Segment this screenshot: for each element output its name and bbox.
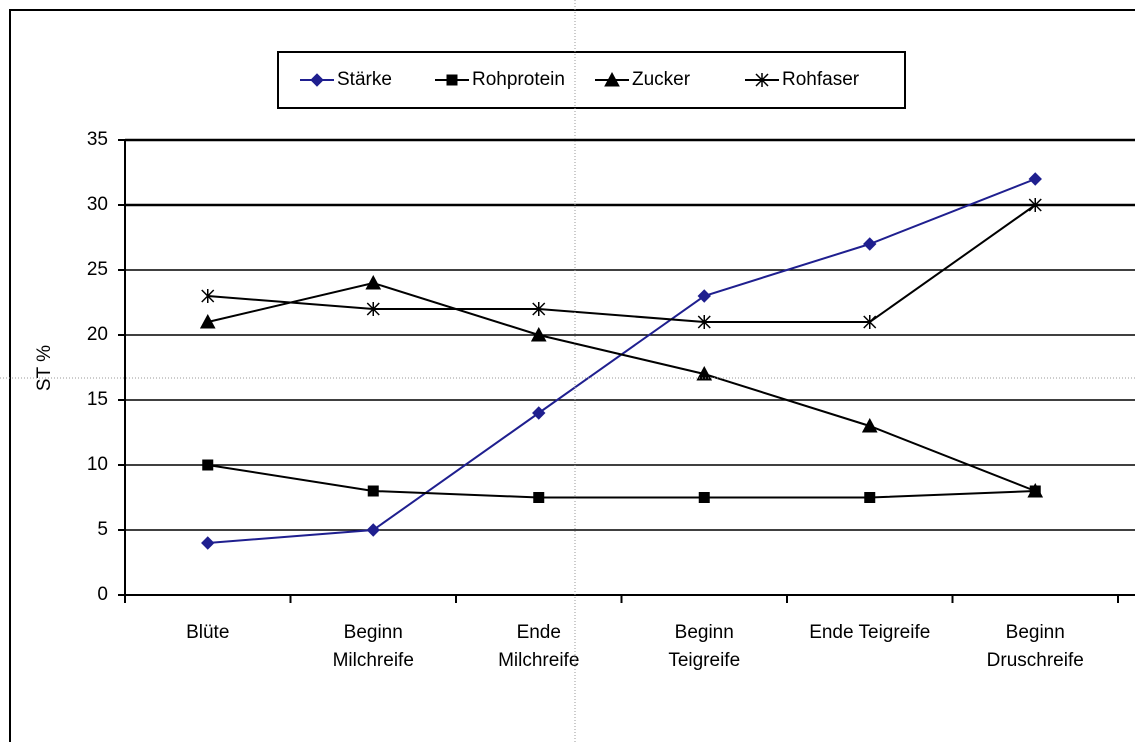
- marker: [1027, 482, 1044, 498]
- x-tick-label-line: Druschreife: [987, 650, 1084, 671]
- x-tick-label: Beginn Teigreife: [668, 622, 740, 671]
- marker: [604, 71, 620, 87]
- marker: [199, 313, 216, 329]
- legend-label: Rohprotein: [472, 69, 565, 90]
- marker: [532, 406, 546, 420]
- legend-label: Zucker: [632, 69, 691, 90]
- marker: [863, 237, 877, 251]
- series-line: [207, 178, 1036, 544]
- series-line: [207, 281, 1036, 492]
- x-tick-label: Beginn Milchreife: [333, 622, 414, 671]
- marker: [1028, 198, 1042, 212]
- x-tick-label: Blüte: [186, 622, 229, 643]
- marker: [697, 289, 711, 303]
- x-tick-label: Ende Teigreife: [809, 622, 930, 643]
- marker: [530, 326, 547, 342]
- series-line: [207, 204, 1036, 323]
- y-tick-label: 5: [97, 519, 108, 540]
- marker: [755, 73, 769, 87]
- x-tick-label-line: Ende Teigreife: [809, 622, 930, 643]
- y-axis-label: ST %: [34, 345, 55, 391]
- marker: [698, 492, 710, 503]
- x-tick-label-line: Blüte: [186, 622, 229, 643]
- y-tick-label: 25: [87, 259, 108, 280]
- plot-area: 0 5 10 15 20 25 30 35 Blüte Beginn Milchreife Ende M…: [87, 129, 1135, 671]
- x-tick-label: Beginn Druschreife: [987, 622, 1084, 671]
- marker: [310, 73, 324, 87]
- marker: [201, 289, 215, 303]
- y-tick-label: 35: [87, 129, 108, 150]
- marker: [864, 492, 876, 503]
- marker: [366, 523, 380, 537]
- marker: [697, 315, 711, 329]
- legend-box: [277, 51, 906, 109]
- chart-border: [9, 9, 1135, 742]
- y-tick-label: 30: [87, 194, 108, 215]
- marker: [446, 74, 458, 86]
- marker: [696, 365, 713, 381]
- legend-label: Stärke: [337, 69, 392, 90]
- x-tick-label-line: Beginn: [344, 622, 403, 643]
- marker: [201, 536, 215, 550]
- x-tick-label-line: Milchreife: [333, 650, 414, 671]
- x-tick-label-line: Ende: [517, 622, 561, 643]
- legend-label: Rohfaser: [782, 69, 860, 90]
- y-tick-label: 10: [87, 454, 108, 475]
- marker: [365, 274, 382, 290]
- marker: [533, 492, 545, 503]
- x-tick-label-line: Milchreife: [498, 650, 579, 671]
- marker: [366, 302, 380, 316]
- marker: [367, 485, 379, 497]
- marker: [1028, 172, 1042, 186]
- y-tick-label: 0: [97, 584, 108, 605]
- marker: [532, 302, 546, 316]
- x-tick-label-line: Teigreife: [668, 650, 740, 671]
- x-tick-label: Ende Milchreife: [498, 622, 579, 671]
- x-tick-label-line: Beginn: [1006, 622, 1065, 643]
- y-tick-label: 20: [87, 324, 108, 345]
- series-line: [207, 464, 1036, 499]
- y-tick-label: 15: [87, 389, 108, 410]
- marker: [202, 459, 214, 471]
- marker: [861, 417, 878, 433]
- x-tick-label-line: Beginn: [675, 622, 734, 643]
- marker: [863, 315, 877, 329]
